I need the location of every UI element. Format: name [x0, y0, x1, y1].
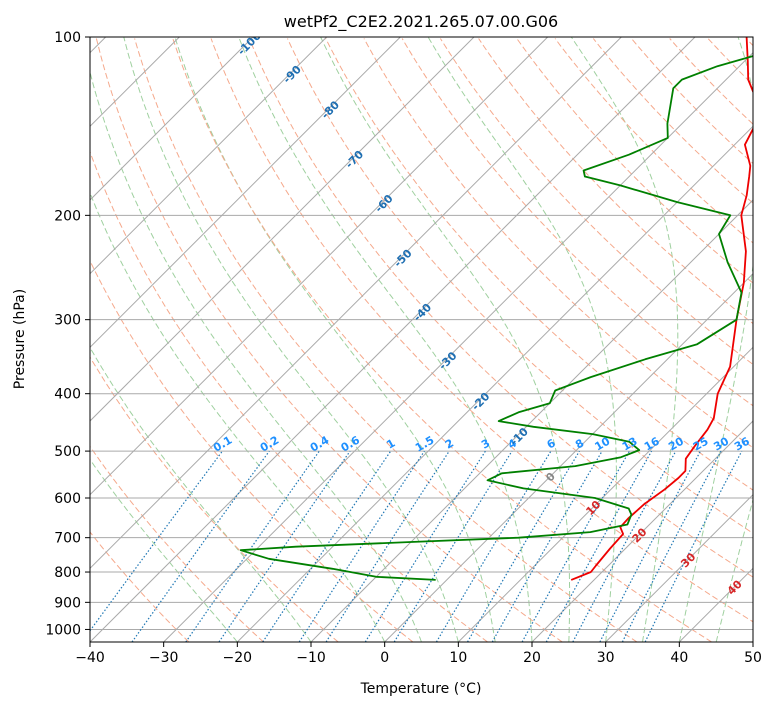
y-tick-label: 700 [54, 531, 81, 547]
mixing-ratio-line [521, 450, 631, 642]
moist-adiabat-line [123, 37, 459, 642]
x-tick-label: −30 [149, 650, 179, 666]
dry-adiabat-line [401, 38, 753, 407]
dry-adiabat-line [90, 356, 339, 642]
y-tick-label: 300 [54, 313, 81, 329]
data-series [239, 37, 753, 581]
dry-adiabat-line [287, 38, 753, 534]
dry-adiabat-line [516, 38, 753, 284]
isotherm-line [605, 493, 753, 642]
moist-adiabat-line [320, 37, 571, 642]
mixing-ratio-line [364, 450, 486, 642]
isotherm-line [90, 37, 622, 570]
y-tick-label: 200 [54, 208, 81, 224]
y-tick-label: 500 [54, 444, 81, 460]
x-tick-label: 50 [744, 650, 762, 666]
dry-adiabat-line [478, 38, 753, 325]
moist-adiabat-line [174, 37, 496, 642]
mixing-ratio-line [545, 450, 653, 642]
mixing-ratio-line [435, 450, 552, 642]
x-tick-label: 10 [449, 650, 467, 666]
mixing-ratio-line [262, 450, 392, 642]
y-axis: 100 200 300 400 500 600 700 800 900 1000 [45, 30, 90, 638]
mixing-ratio-line [185, 450, 320, 642]
mixing-ratio-line [644, 450, 743, 642]
temperature-profile-line [570, 37, 753, 581]
x-tick-label: −40 [75, 650, 105, 666]
dry-adiabat-line [592, 38, 753, 204]
mixing-ratio-line [218, 450, 351, 642]
mixing-ratio-line [325, 450, 450, 642]
x-tick-label: 40 [670, 650, 688, 666]
moist-adiabat-line [678, 37, 753, 642]
mixing-ratio-line [599, 450, 702, 642]
mixing-ratio-line [621, 450, 722, 642]
chart-title: wetPf2_C2E2.2021.265.07.00.G06 [284, 12, 558, 32]
dry-adiabat-line [439, 38, 753, 366]
y-tick-label: 1000 [45, 622, 81, 638]
isotherm-line [90, 37, 549, 496]
y-tick-label: 100 [54, 30, 81, 46]
isotherm-line [90, 37, 475, 422]
moist-adiabat-line [427, 37, 617, 642]
moist-adiabat-line [238, 37, 533, 642]
moist-adiabats [90, 37, 753, 642]
y-axis-label: Pressure (hPa) [12, 289, 28, 389]
y-tick-label: 800 [54, 565, 81, 581]
mixing-ratio-line [298, 450, 425, 642]
moist-adiabat-line [90, 346, 312, 642]
pressure-gridlines [90, 37, 753, 630]
dry-adiabat-line [631, 38, 753, 165]
isotherm-line [236, 125, 753, 642]
dry-adiabats [90, 38, 753, 642]
x-axis: −40 −30 −20 −10 0 10 20 30 40 50 [75, 642, 762, 666]
isotherm-line [90, 37, 328, 275]
x-tick-label: −20 [223, 650, 253, 666]
x-tick-label: −10 [296, 650, 326, 666]
dry-adiabat-line [248, 38, 753, 578]
isotherm-line [90, 37, 696, 642]
dry-adiabat-line [363, 38, 753, 449]
isotherm-line [384, 272, 753, 642]
dry-adiabat-line [325, 38, 753, 491]
isotherm-line [90, 37, 254, 201]
x-tick-label: 0 [380, 650, 389, 666]
y-tick-label: 600 [54, 491, 81, 507]
mixing-ratio-line [393, 450, 513, 642]
x-axis-label: Temperature (°C) [360, 681, 482, 697]
mixing-ratio-line [131, 450, 270, 642]
dry-adiabat-line [554, 38, 753, 244]
dry-adiabat-line [90, 531, 190, 642]
mixing-ratio-lines [90, 450, 743, 642]
isotherm-line [90, 37, 401, 349]
dewpoint-profile-line [239, 55, 753, 581]
plot-frame [89, 36, 754, 643]
moist-adiabat-line [570, 37, 679, 642]
y-tick-label: 400 [54, 387, 81, 403]
isotherm-line [531, 420, 753, 642]
x-tick-label: 30 [597, 650, 615, 666]
moist-adiabat-line [90, 70, 422, 642]
mixing-ratio-line [90, 450, 223, 632]
dry-adiabat-line [134, 38, 638, 642]
isotherm-line [457, 346, 753, 642]
mixing-ratio-line [572, 450, 677, 642]
moist-adiabat-line [90, 458, 238, 642]
y-tick-label: 900 [54, 595, 81, 611]
x-tick-label: 20 [523, 650, 541, 666]
